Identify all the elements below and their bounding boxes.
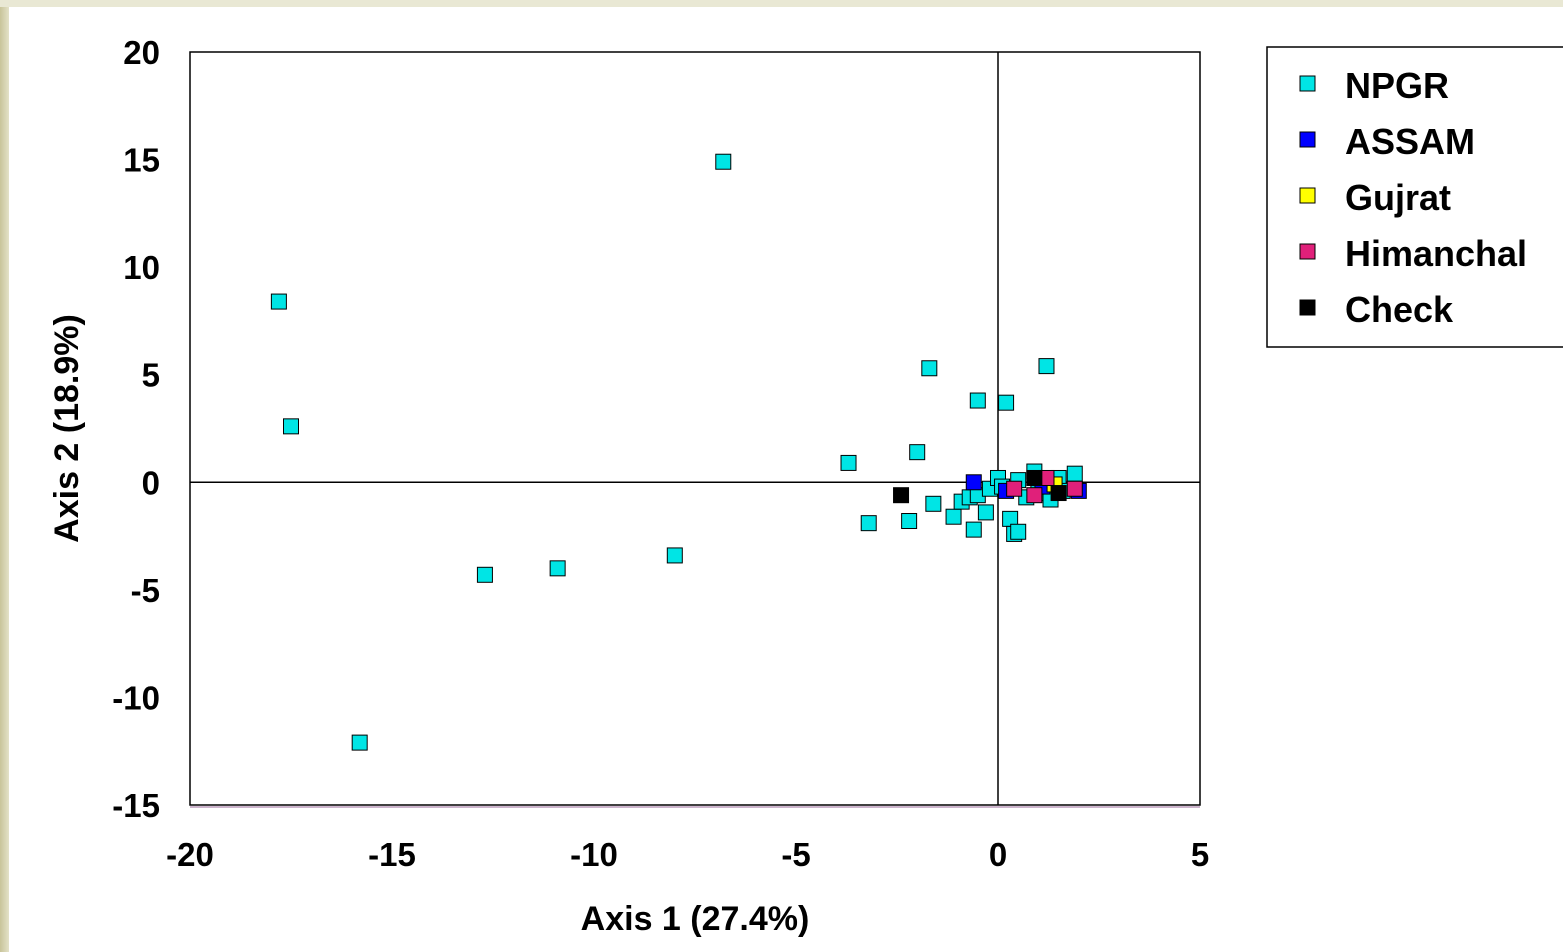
plot-area bbox=[189, 51, 1201, 806]
point-npgr bbox=[666, 547, 683, 564]
legend-swatch-himanchal bbox=[1299, 243, 1316, 260]
legend-label-gujrat: Gujrat bbox=[1345, 177, 1451, 218]
point-npgr bbox=[476, 566, 493, 583]
point-check bbox=[1050, 485, 1067, 502]
x-tick-label: -15 bbox=[368, 836, 416, 873]
legend-swatch-assam bbox=[1299, 131, 1316, 148]
point-npgr bbox=[270, 293, 287, 310]
point-npgr bbox=[921, 360, 938, 377]
y-tick-label: -10 bbox=[112, 679, 160, 716]
x-axis-title: Axis 1 (27.4%) bbox=[581, 900, 810, 938]
y-axis-title: Axis 2 (18.9%) bbox=[48, 314, 86, 543]
point-npgr bbox=[840, 454, 857, 471]
point-npgr bbox=[925, 495, 942, 512]
point-npgr bbox=[1038, 358, 1055, 375]
y-tick-label: 0 bbox=[142, 464, 160, 501]
slide-frame-top bbox=[0, 0, 1563, 7]
point-himanchal bbox=[1026, 487, 1043, 504]
point-npgr bbox=[909, 444, 926, 461]
data-points bbox=[270, 153, 1087, 751]
x-tick-labels: -20 -15 -10 -5 0 5 bbox=[166, 836, 1209, 873]
point-himanchal bbox=[1066, 480, 1083, 497]
y-tick-label: 20 bbox=[123, 34, 160, 71]
point-npgr bbox=[969, 392, 986, 409]
legend-label-himanchal: Himanchal bbox=[1345, 233, 1527, 274]
point-npgr bbox=[715, 153, 732, 170]
legend-box bbox=[1266, 46, 1563, 348]
point-npgr bbox=[860, 515, 877, 532]
legend-label-assam: ASSAM bbox=[1345, 121, 1475, 162]
x-tick-label: -10 bbox=[570, 836, 618, 873]
x-tick-label: -20 bbox=[166, 836, 214, 873]
point-himanchal bbox=[1006, 480, 1023, 497]
y-tick-label: 5 bbox=[142, 357, 160, 394]
point-npgr bbox=[351, 734, 368, 751]
point-check bbox=[1026, 469, 1043, 486]
y-tick-label: -15 bbox=[112, 787, 160, 824]
point-assam bbox=[965, 474, 982, 491]
legend: NPGR ASSAM Gujrat Himanchal Check bbox=[1266, 46, 1563, 348]
y-tick-label: 10 bbox=[123, 249, 160, 286]
point-npgr bbox=[1010, 523, 1027, 540]
legend-label-check: Check bbox=[1345, 289, 1454, 330]
point-npgr bbox=[977, 504, 994, 521]
y-tick-label: -5 bbox=[131, 572, 160, 609]
legend-swatch-gujrat bbox=[1299, 187, 1316, 204]
point-npgr bbox=[1066, 465, 1083, 482]
point-npgr bbox=[965, 521, 982, 538]
x-tick-label: 5 bbox=[1191, 836, 1209, 873]
point-npgr bbox=[549, 560, 566, 577]
point-npgr bbox=[901, 513, 918, 530]
legend-swatch-check bbox=[1299, 299, 1316, 316]
point-npgr bbox=[998, 394, 1015, 411]
legend-label-npgr: NPGR bbox=[1345, 65, 1449, 106]
point-npgr bbox=[283, 418, 299, 435]
x-tick-label: 0 bbox=[989, 836, 1007, 873]
point-check bbox=[893, 487, 910, 504]
point-npgr bbox=[945, 508, 962, 525]
legend-swatch-npgr bbox=[1299, 75, 1316, 92]
y-tick-label: 15 bbox=[123, 142, 160, 179]
slide-frame-left bbox=[0, 0, 9, 952]
x-tick-label: -5 bbox=[781, 836, 810, 873]
y-tick-labels: 20 15 10 5 0 -5 -10 -15 bbox=[112, 34, 160, 824]
